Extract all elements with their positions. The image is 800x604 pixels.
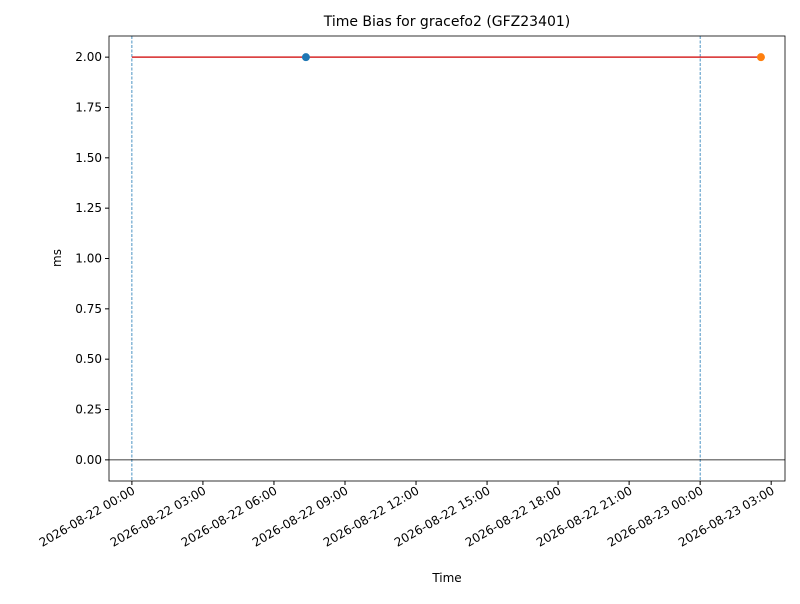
x-axis-label: Time (431, 571, 461, 585)
y-tick-label: 1.00 (75, 252, 102, 266)
y-axis-label: ms (50, 249, 64, 267)
y-tick-label: 1.50 (75, 151, 102, 165)
y-tick-label: 0.75 (75, 302, 102, 316)
data-point (756, 53, 765, 62)
plot-frame (108, 35, 786, 482)
chart-title: Time Bias for gracefo2 (GFZ23401) (323, 14, 571, 30)
y-tick-label: 0.50 (75, 352, 102, 366)
data-point (301, 53, 310, 62)
y-tick-label: 1.75 (75, 100, 102, 114)
y-tick-label: 0.00 (75, 453, 102, 467)
y-tick-label: 0.25 (75, 403, 102, 417)
y-tick-label: 2.00 (75, 50, 102, 64)
y-tick-label: 1.25 (75, 201, 102, 215)
